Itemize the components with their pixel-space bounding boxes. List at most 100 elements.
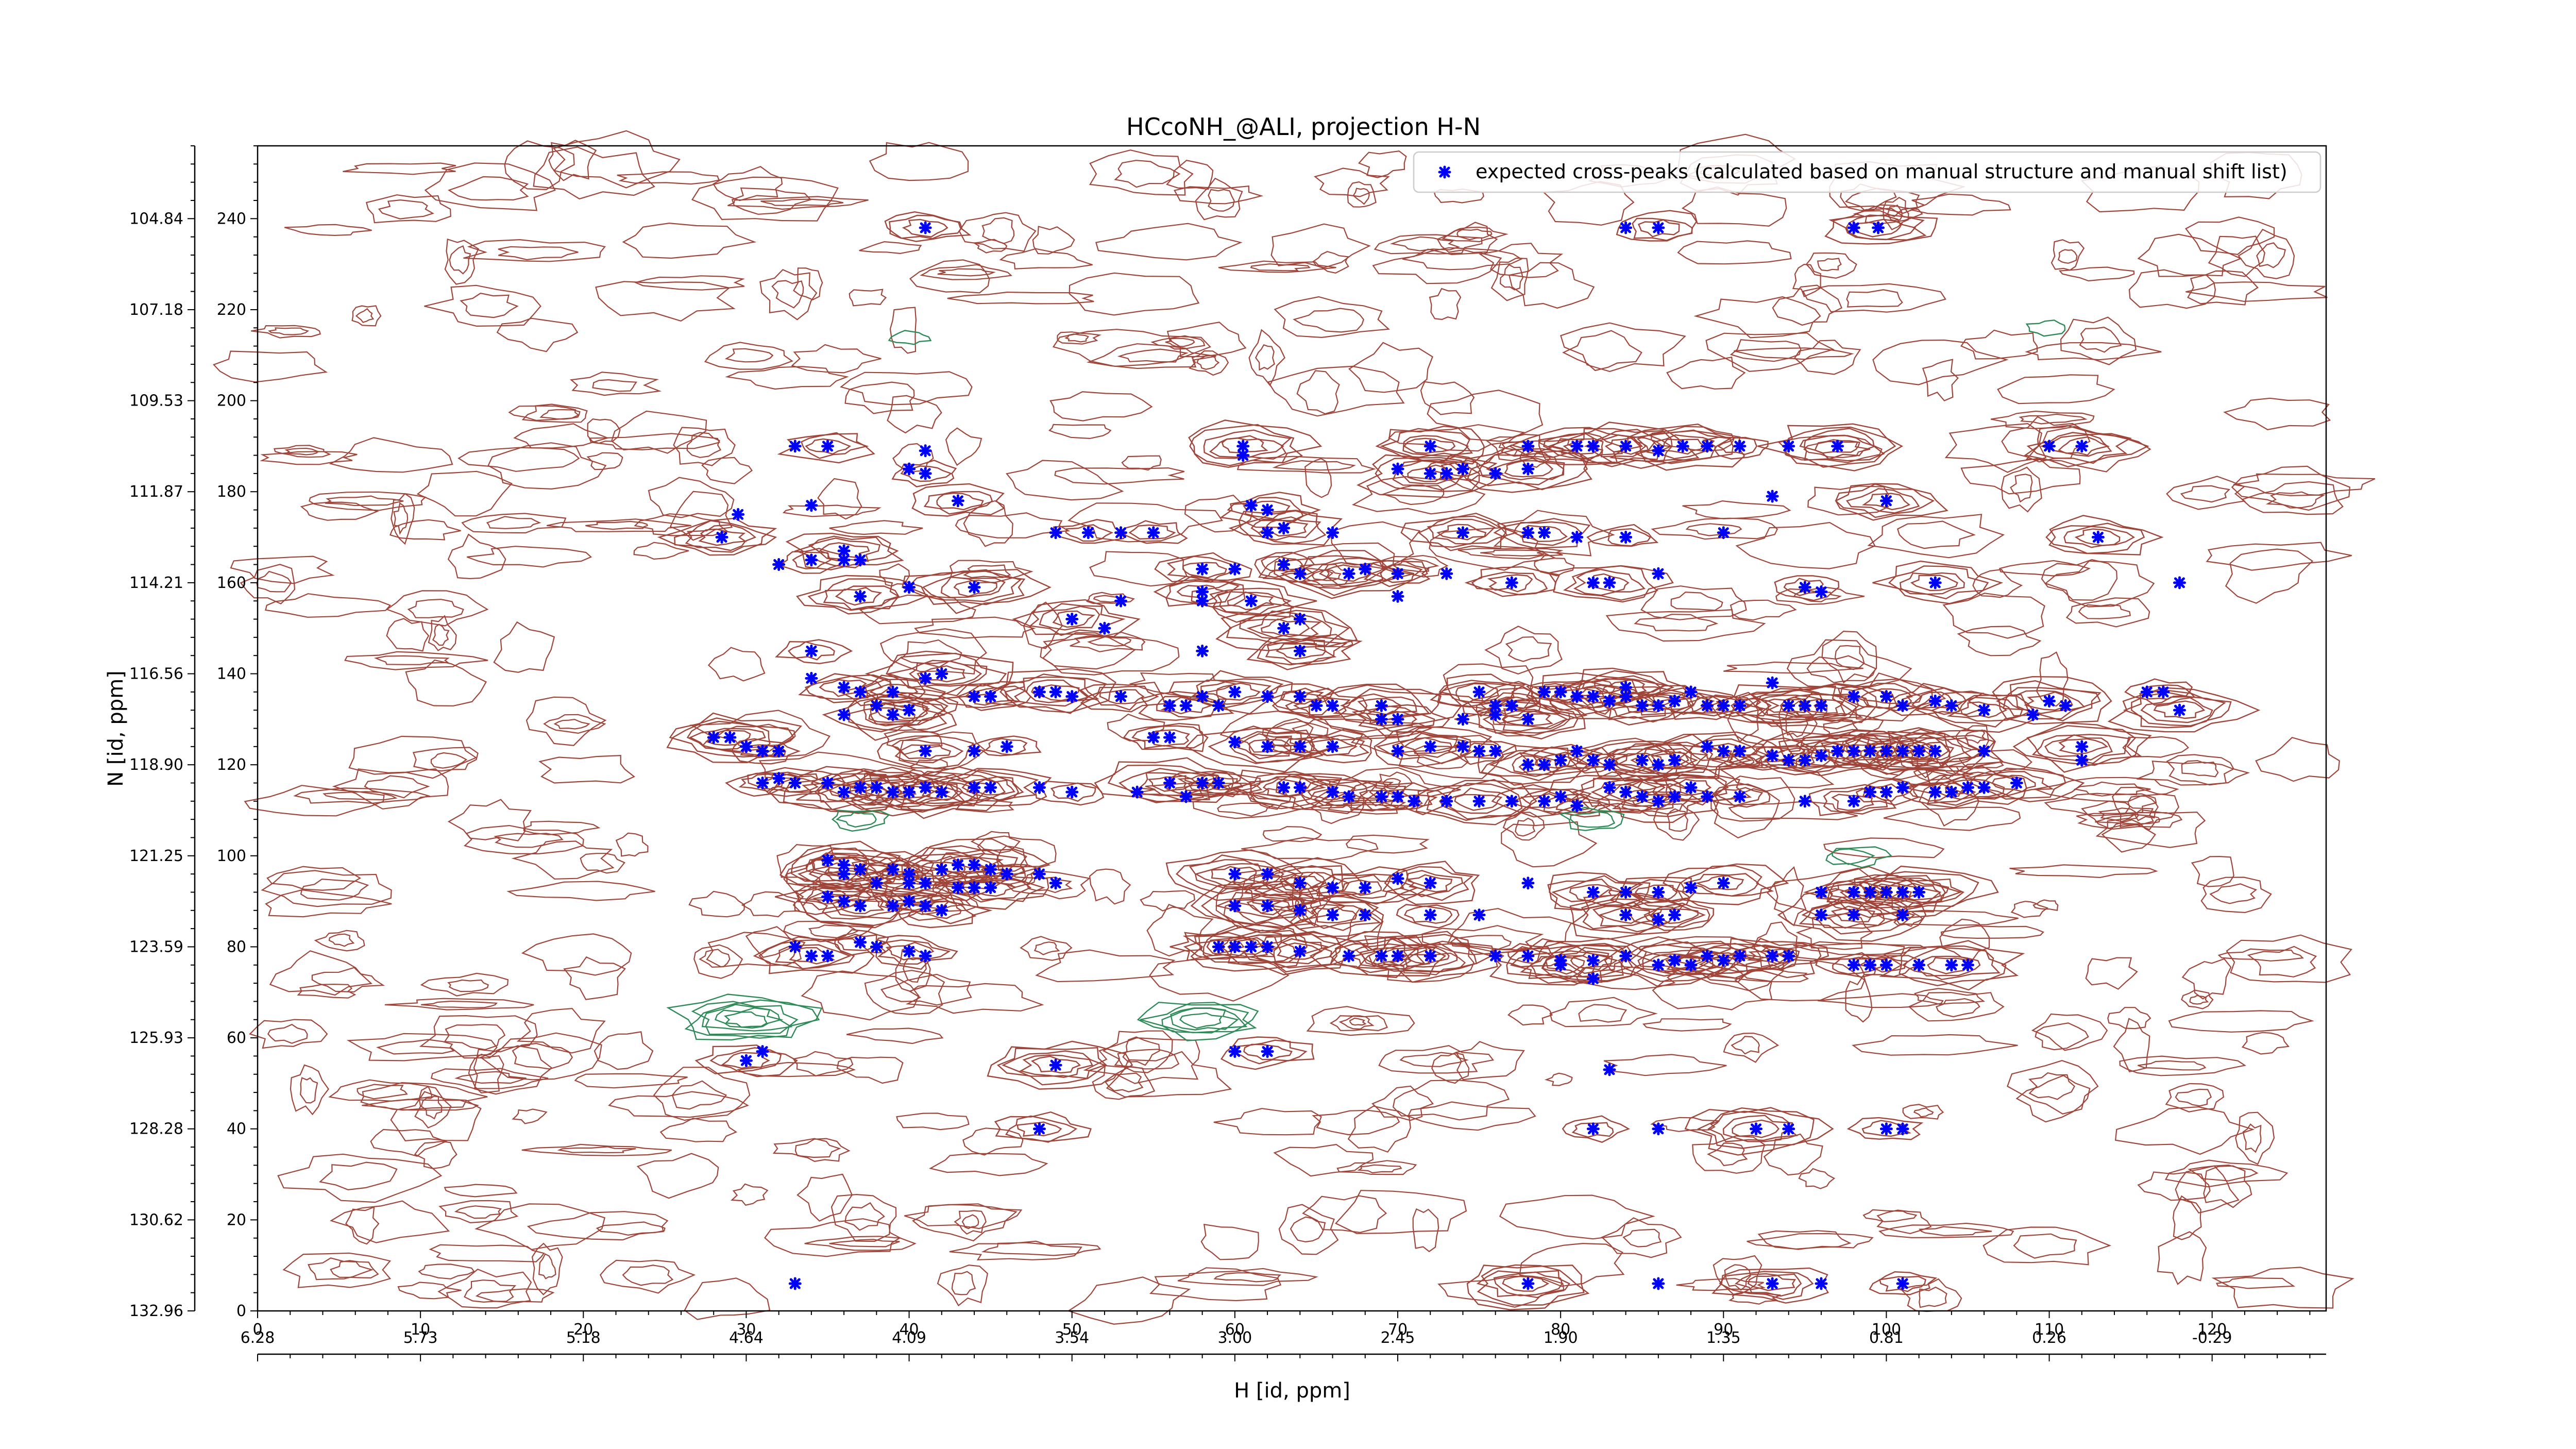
- contour-line: [1544, 1072, 1573, 1086]
- contour-line: [1526, 678, 1646, 716]
- contour-line: [463, 239, 606, 262]
- peak-point: [1798, 581, 1811, 594]
- contour-line: [1302, 1195, 1387, 1233]
- x-tick-label: 80: [1551, 1321, 1570, 1339]
- peak-point: [1977, 745, 1991, 758]
- peak-point: [1032, 781, 1046, 794]
- contour-line: [1493, 1271, 1563, 1296]
- contour-line: [463, 824, 584, 855]
- contour-line: [1293, 697, 1338, 716]
- peak-point: [1147, 731, 1160, 744]
- contour-line: [2206, 542, 2352, 571]
- peak-point: [1733, 745, 1747, 758]
- peak-point: [1212, 776, 1225, 789]
- x-secondary-tick-label: 5.18: [566, 1329, 601, 1347]
- contour-line: [844, 864, 967, 905]
- contour-line: [1067, 1276, 1191, 1325]
- contour-line: [1543, 432, 1604, 460]
- contour-line: [1137, 1001, 1259, 1041]
- contour-line: [1136, 782, 1263, 796]
- contour-line: [1862, 1209, 1918, 1223]
- peak-point: [1521, 758, 1535, 771]
- x-tick-label: 50: [1062, 1321, 1082, 1339]
- contour-line: [265, 593, 392, 618]
- contour-line: [260, 451, 358, 465]
- contour-line: [686, 720, 771, 752]
- contour-line: [1399, 1052, 1469, 1067]
- contour-line: [1846, 1117, 1924, 1140]
- peak-point: [1652, 1122, 1665, 1136]
- y-tick-label: 120: [217, 756, 246, 774]
- contour-line: [1700, 743, 1745, 760]
- peak-point: [1114, 594, 1128, 608]
- contour-line: [2060, 316, 2137, 365]
- contour-line: [674, 520, 777, 553]
- contour-line: [1380, 428, 1473, 464]
- contour-line: [2255, 736, 2340, 782]
- contour-line: [1218, 260, 1336, 273]
- peak-point: [1196, 690, 1209, 703]
- contour-line: [1270, 223, 1371, 268]
- peak-point: [1603, 758, 1616, 771]
- contour-line: [1308, 683, 1463, 733]
- contour-line: [1267, 365, 1405, 417]
- contour-line: [1551, 879, 1624, 905]
- contour-line: [688, 890, 745, 918]
- contour-line: [1114, 160, 1181, 188]
- contour-line: [405, 659, 487, 706]
- contour-line: [741, 891, 801, 918]
- peak-point: [1326, 881, 1340, 895]
- contour-line: [972, 239, 1008, 254]
- contour-line: [1376, 730, 1471, 764]
- contour-line: [546, 518, 691, 532]
- contour-line: [1392, 460, 1469, 491]
- contour-line: [870, 692, 959, 726]
- contour-line: [513, 423, 609, 449]
- contour-line: [1570, 951, 1619, 970]
- contour-line: [2009, 864, 2158, 879]
- peak-point: [1212, 699, 1225, 712]
- peak-point: [935, 904, 948, 917]
- peak-point: [1098, 621, 1111, 635]
- contour-line: [290, 1064, 329, 1116]
- y-secondary-tick-label: 118.90: [129, 756, 183, 774]
- contour-line: [424, 284, 541, 327]
- contour-line: [412, 747, 479, 772]
- contour-line: [1065, 524, 1114, 542]
- contour-line: [823, 585, 900, 611]
- contour-line: [1246, 633, 1363, 670]
- contour-line: [1586, 524, 1659, 547]
- peak-point: [1538, 795, 1551, 808]
- peak-point: [1000, 867, 1013, 881]
- contour-line: [1189, 350, 1229, 376]
- peak-point: [886, 785, 900, 799]
- peak-point: [1603, 1063, 1616, 1076]
- peak-point: [788, 776, 802, 789]
- contour-line: [1447, 907, 1572, 951]
- peak-point: [1000, 740, 1013, 753]
- contour-line: [1800, 737, 1875, 765]
- peak-point: [1603, 781, 1616, 794]
- peak-point: [1896, 781, 1909, 794]
- contour-line: [1128, 524, 1176, 540]
- peak-point: [1684, 881, 1698, 895]
- x-secondary-tick-label: 4.64: [729, 1329, 764, 1347]
- contour-line: [418, 1263, 475, 1279]
- contour-line: [1722, 1115, 1793, 1142]
- contour-line: [1191, 579, 1317, 623]
- contour-line: [420, 972, 509, 997]
- contour-line: [1107, 764, 1219, 803]
- contour-line: [617, 171, 720, 185]
- peak-point: [919, 745, 932, 758]
- peak-point: [1212, 940, 1225, 953]
- peak-point: [788, 940, 802, 953]
- contour-line: [636, 1153, 719, 1199]
- contour-line: [1997, 374, 2115, 405]
- contour-line: [1552, 684, 1630, 709]
- contour-line: [309, 491, 427, 511]
- contour-line: [538, 1253, 556, 1279]
- peak-point: [1668, 790, 1681, 803]
- contour-line: [849, 289, 887, 307]
- contour-line: [1348, 342, 1433, 393]
- contour-line: [1179, 1012, 1223, 1029]
